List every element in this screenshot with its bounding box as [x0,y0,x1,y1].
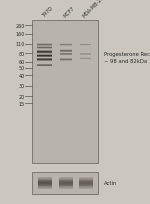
Bar [79,181,93,182]
Bar [38,186,52,187]
Bar [79,188,93,189]
Text: MDA-MB-231: MDA-MB-231 [82,0,108,19]
Bar [59,181,73,182]
Text: MCF7: MCF7 [62,6,75,19]
Bar [79,180,93,181]
Text: 80: 80 [18,51,25,57]
Text: 60: 60 [18,60,25,65]
Text: 15: 15 [18,101,25,106]
Bar [59,187,73,188]
Bar [79,183,93,184]
Bar [38,181,52,182]
Bar [38,178,52,179]
Bar [79,182,93,183]
Bar [59,178,73,179]
Text: Actin: Actin [103,181,117,186]
Bar [38,188,52,189]
Bar [38,177,52,178]
Text: 160: 160 [15,32,25,37]
Text: 260: 260 [15,24,25,29]
Bar [38,185,52,186]
Text: 30: 30 [18,84,25,89]
Bar [59,177,73,178]
Bar [59,189,73,190]
Bar [59,185,73,186]
Bar [79,189,93,190]
Text: 50: 50 [18,66,25,71]
Bar [79,179,93,180]
Bar [32,20,98,163]
Bar [38,189,52,190]
Text: 20: 20 [18,94,25,99]
Bar [79,184,93,185]
Text: 110: 110 [15,42,25,47]
Bar [38,183,52,184]
Bar [79,187,93,188]
Bar [38,180,52,181]
Bar [59,186,73,187]
Text: 40: 40 [18,74,25,79]
Bar [79,178,93,179]
Bar [59,184,73,185]
Bar [38,184,52,185]
Bar [79,186,93,187]
Bar [32,172,98,194]
Text: T47D: T47D [41,6,54,19]
Bar [79,185,93,186]
Bar [59,179,73,180]
Bar [59,182,73,183]
Bar [38,179,52,180]
Bar [38,182,52,183]
Bar [59,183,73,184]
Bar [59,180,73,181]
Bar [79,177,93,178]
Bar [59,188,73,189]
Text: Progesterone Receptor
~ 98 and 82kDa: Progesterone Receptor ~ 98 and 82kDa [103,52,150,63]
Bar [38,187,52,188]
